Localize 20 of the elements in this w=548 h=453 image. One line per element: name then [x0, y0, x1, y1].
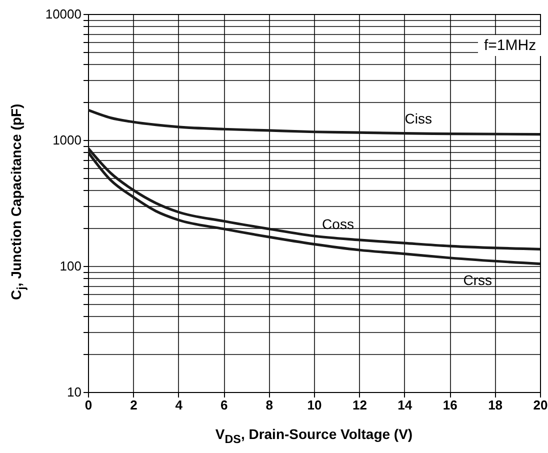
y-tick-label: 100 — [60, 258, 82, 274]
x-tick-label: 4 — [175, 398, 184, 412]
x-tick-label: 18 — [488, 398, 503, 412]
x-tick-label: 16 — [442, 398, 458, 412]
series-label: Ciss — [404, 110, 432, 126]
x-axis-title: V$_{DS}$, Drain-Source Voltage (V) — [214, 426, 414, 446]
x-tick-label: 0 — [84, 398, 92, 412]
x-tick-label: 12 — [352, 398, 367, 412]
series-label: Coss — [322, 216, 354, 232]
y-tick-label: 1000 — [52, 132, 82, 148]
y-tick-label: 10 — [67, 384, 82, 400]
x-tick-label: 10 — [307, 398, 322, 412]
x-tick-label: 2 — [130, 398, 138, 412]
x-tick-label: 20 — [533, 398, 548, 412]
line-series — [88, 108, 540, 136]
annotation: f=1MHz — [478, 35, 542, 56]
x-tick-label: 6 — [220, 398, 228, 412]
x-tick-label: 14 — [398, 398, 413, 412]
x-tick-label: 8 — [266, 398, 273, 412]
y-tick-label: 10000 — [45, 6, 82, 22]
